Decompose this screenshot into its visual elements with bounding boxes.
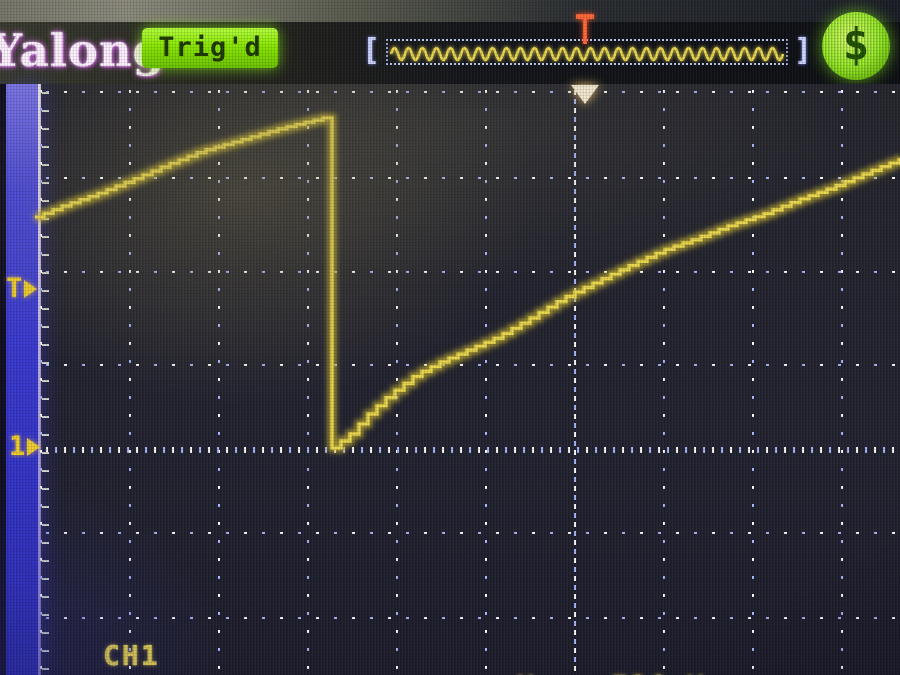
- record-right-bracket: ]: [794, 33, 812, 68]
- trigger-position-arrow-icon: [571, 85, 599, 104]
- brand-logo: Yalong: [0, 19, 165, 83]
- ch1-zero-label: 1: [9, 434, 25, 460]
- trigger-status-badge: Trig'd: [142, 28, 278, 68]
- oscilloscope-screen-photo: Yalong Trig'd [ ] $ T 1: [0, 0, 900, 675]
- measurement-block-right: Vmax=736mV +Wid=1.21 ms: [517, 596, 743, 675]
- graticule-screen: T 1 CH1 Vmin=0.00mV Mean=456mV Vmax=736m…: [0, 84, 900, 675]
- vmax-readout: Vmax=736mV: [517, 668, 743, 675]
- record-left-bracket: [: [362, 33, 380, 68]
- status-icon: $: [822, 12, 890, 80]
- top-status-bar: Yalong Trig'd [ ] $: [0, 22, 900, 84]
- trigger-position-t-icon: [576, 14, 594, 44]
- preview-waveform-icon: [388, 41, 790, 67]
- ch1-zero-marker: 1: [9, 434, 40, 460]
- measurement-block-left: CH1 Vmin=0.00mV Mean=456mV: [103, 571, 310, 675]
- record-preview-bar: [ ]: [360, 36, 830, 70]
- right-arrow-icon: [24, 280, 37, 298]
- right-arrow-icon: [27, 438, 40, 456]
- trigger-level-label: T: [6, 276, 22, 302]
- channel-label: CH1: [103, 639, 310, 673]
- trigger-level-marker: T: [6, 276, 37, 302]
